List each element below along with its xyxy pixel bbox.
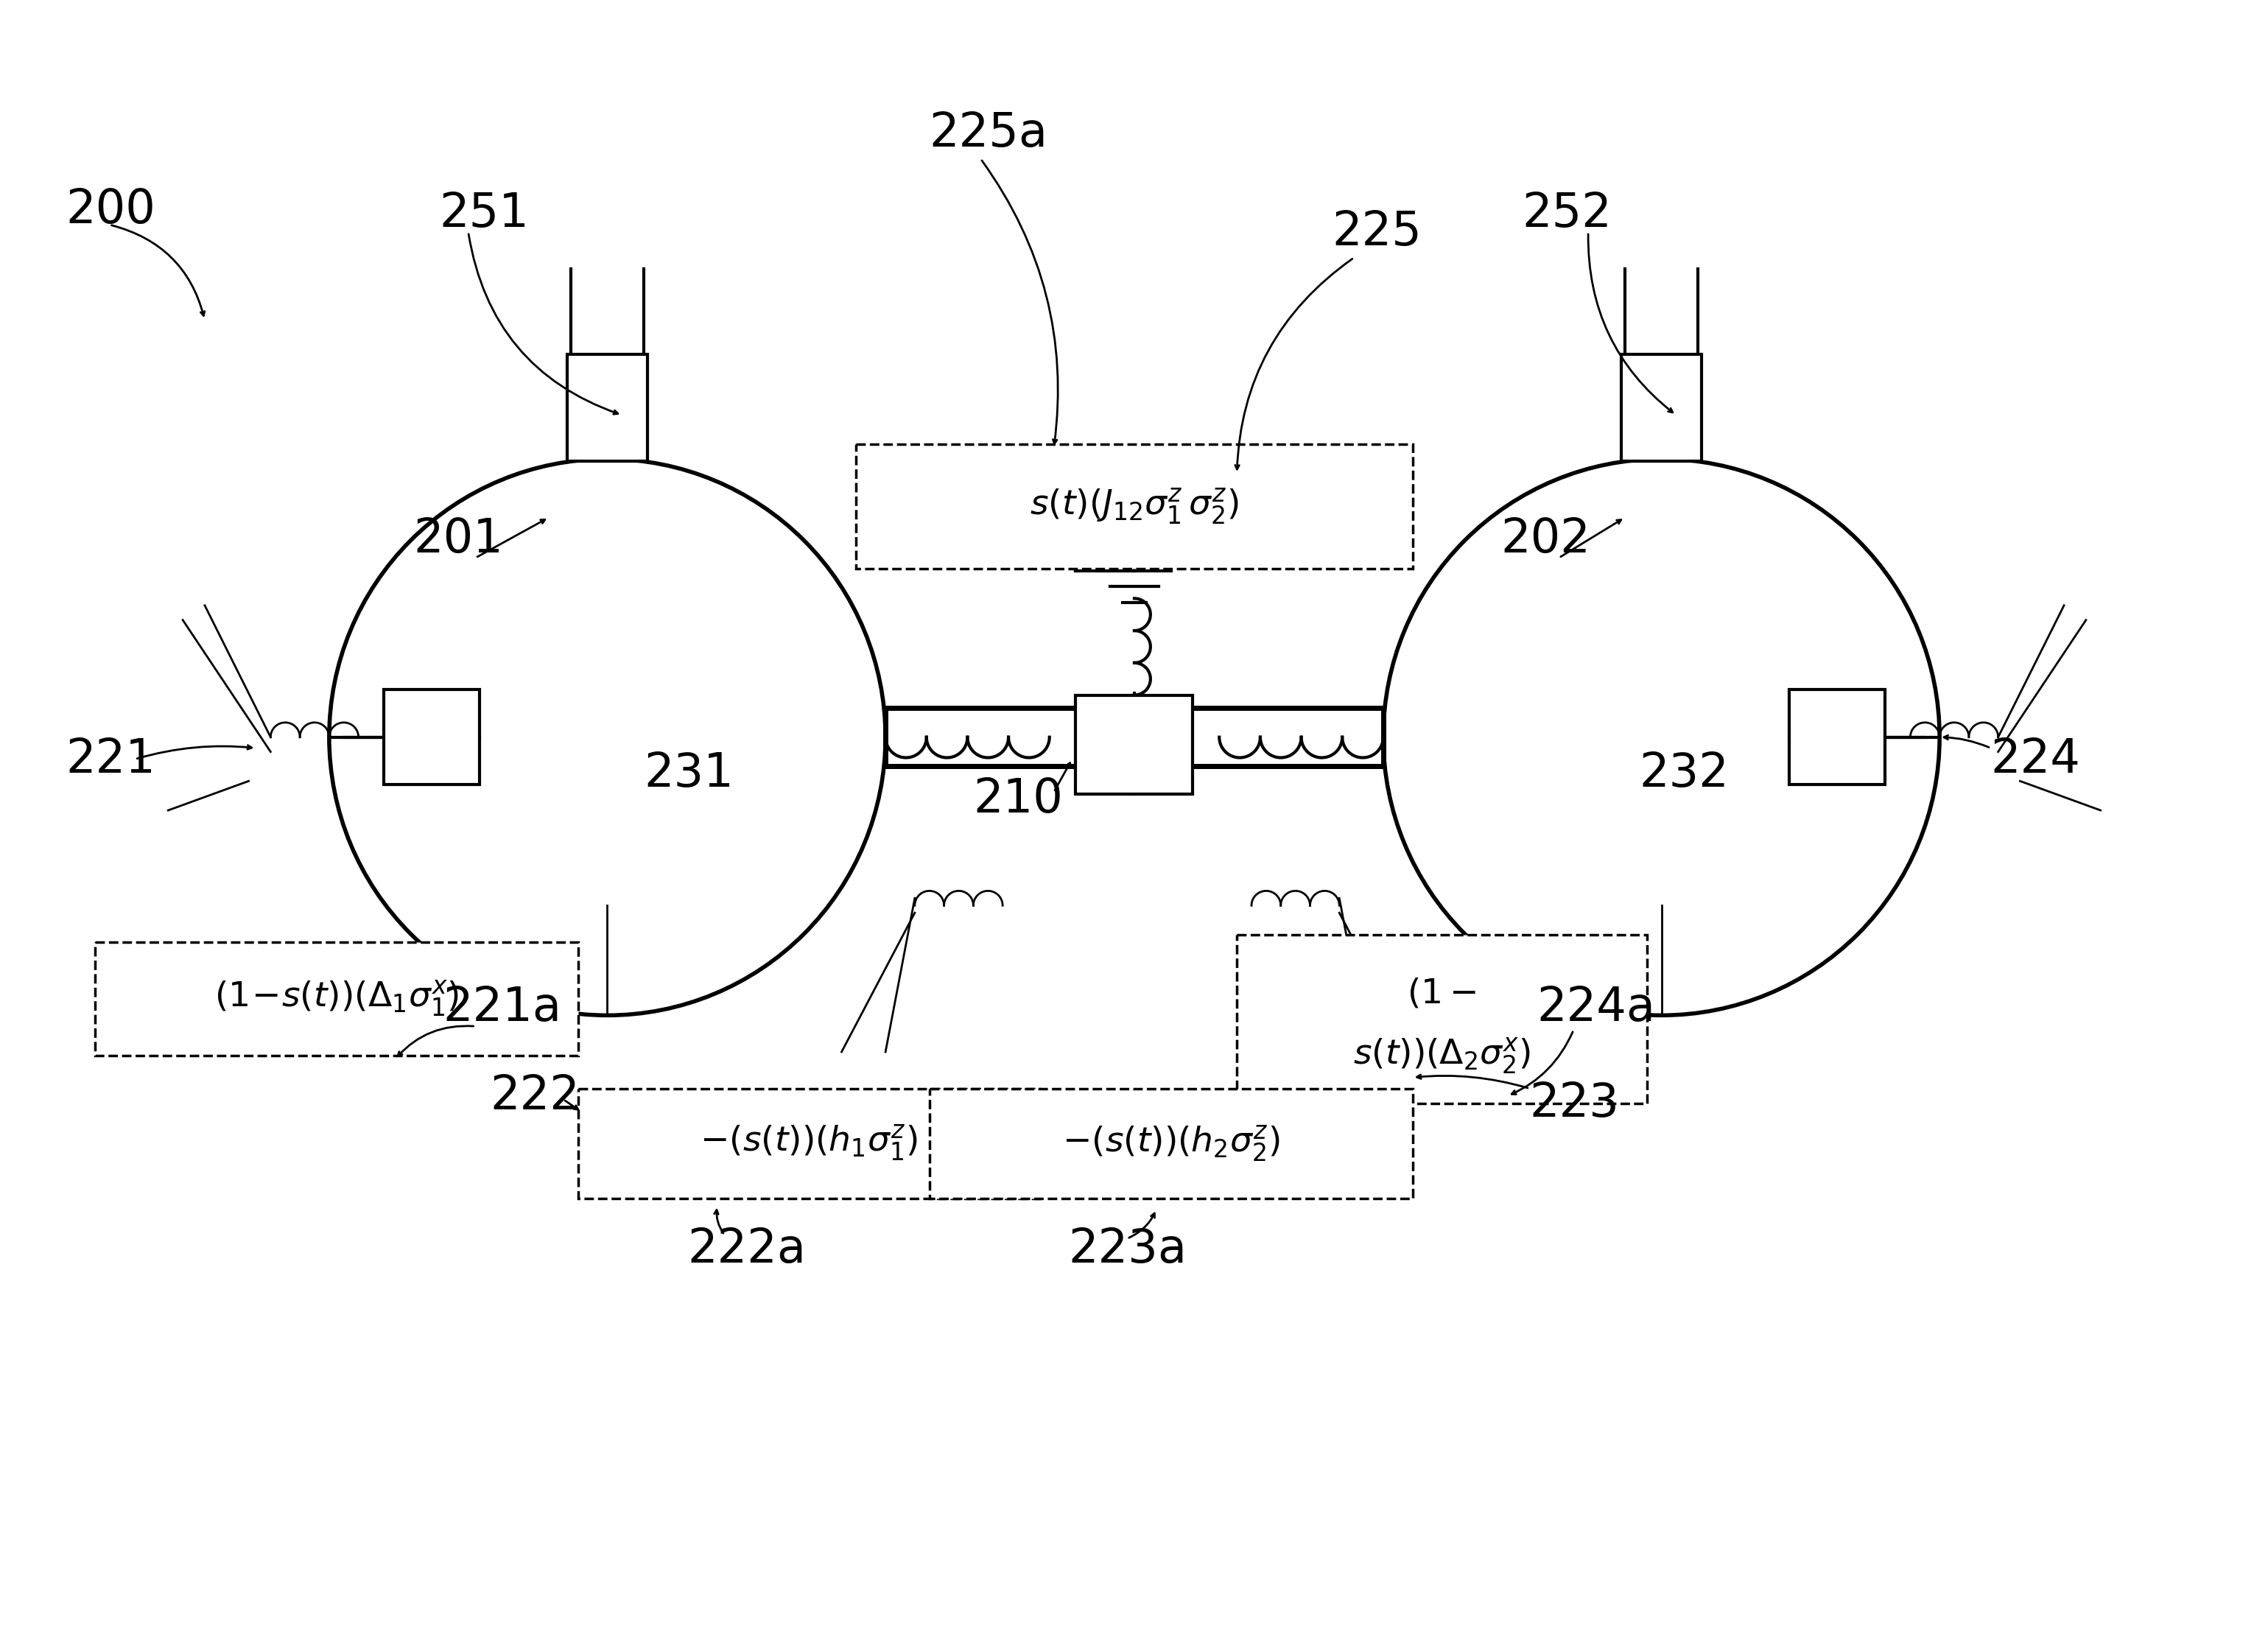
Text: 222: 222 [490,1074,581,1119]
FancyBboxPatch shape [578,1088,1039,1198]
Text: $(1\!-\!s(t))(\Delta_1\sigma_1^x)$: $(1\!-\!s(t))(\Delta_1\sigma_1^x)$ [213,978,458,1019]
Text: 223: 223 [1529,1080,1619,1126]
Text: 223a: 223a [1068,1226,1186,1272]
FancyBboxPatch shape [1789,690,1885,785]
FancyBboxPatch shape [857,444,1413,569]
Text: 251: 251 [440,190,528,236]
Text: 224a: 224a [1538,985,1656,1031]
Text: 221: 221 [66,736,156,782]
FancyBboxPatch shape [1075,695,1193,793]
Text: 231: 231 [644,751,733,797]
FancyBboxPatch shape [1236,934,1647,1103]
Text: $s(t))(\Delta_2\sigma_2^x)$: $s(t))(\Delta_2\sigma_2^x)$ [1354,1036,1531,1077]
Text: $s(t)(J_{12}\sigma_1^z\,\sigma_2^z)$: $s(t)(J_{12}\sigma_1^z\,\sigma_2^z)$ [1030,487,1238,526]
Text: 232: 232 [1640,751,1728,797]
Text: $-(s(t))(h_2\sigma_2^z)$: $-(s(t))(h_2\sigma_2^z)$ [1061,1123,1279,1164]
Text: 225a: 225a [930,110,1048,156]
FancyBboxPatch shape [567,354,649,461]
Text: 201: 201 [413,516,503,562]
Text: 200: 200 [66,187,156,233]
Text: 225: 225 [1331,210,1422,256]
FancyBboxPatch shape [95,942,578,1056]
Text: 224: 224 [1991,736,2080,782]
Text: $-(s(t))(h_1\sigma_1^z)$: $-(s(t))(h_1\sigma_1^z)$ [701,1123,919,1164]
FancyBboxPatch shape [930,1088,1413,1198]
Text: 221a: 221a [442,985,560,1031]
Text: 202: 202 [1501,516,1590,562]
Text: 252: 252 [1522,190,1613,236]
FancyBboxPatch shape [1622,354,1701,461]
FancyBboxPatch shape [383,690,479,785]
Text: $(1-$: $(1-$ [1406,977,1476,1010]
Text: 210: 210 [973,777,1064,823]
Text: 222a: 222a [687,1226,807,1272]
